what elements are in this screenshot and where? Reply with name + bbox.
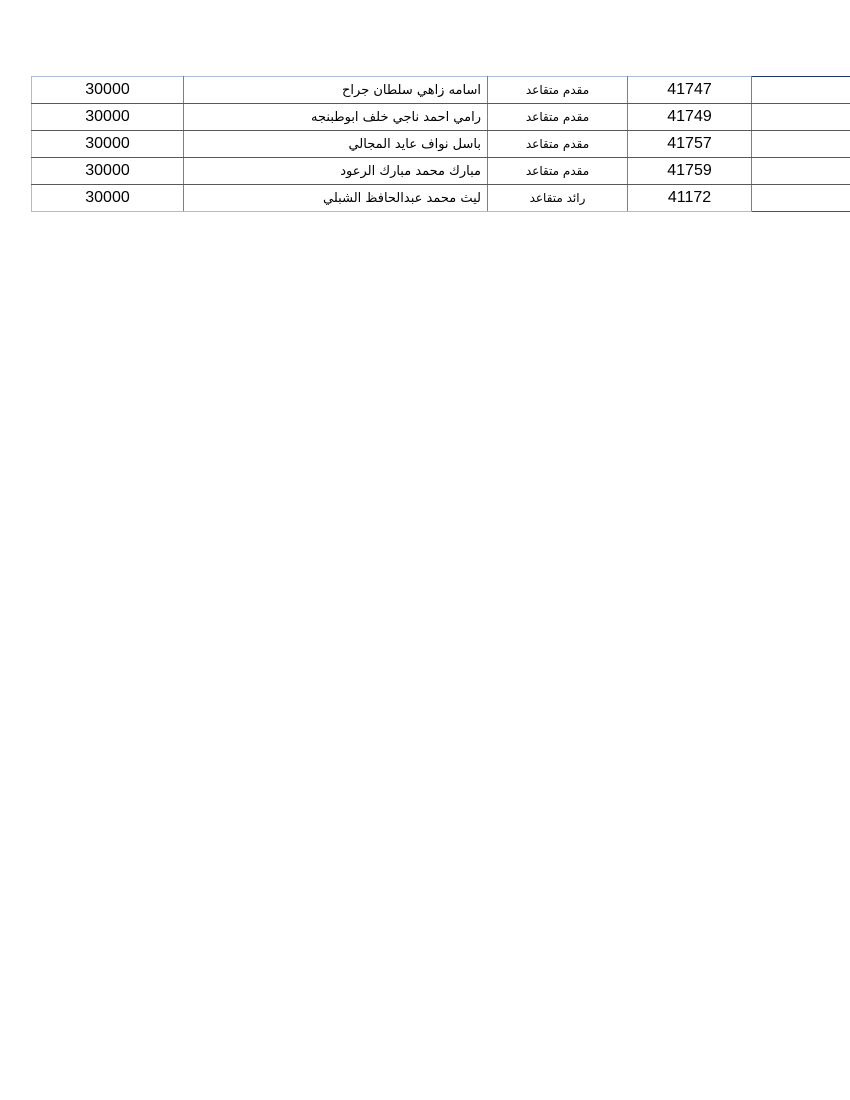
cell-index: 26 [751, 157, 850, 185]
cell-amount: 30000 [31, 157, 184, 185]
cell-name: مبارك محمد مبارك الرعود [183, 157, 488, 185]
table-container: 30000 اسامه زاهي سلطان جراح مقدم متقاعد … [31, 76, 850, 212]
cell-name: باسل نواف عايد المجالي [183, 130, 488, 158]
cell-rank: رائد متقاعد [487, 184, 628, 212]
cell-rank: مقدم متقاعد [487, 130, 628, 158]
cell-index: 24 [751, 103, 850, 131]
cell-index: 23 [751, 76, 850, 104]
cell-rank: مقدم متقاعد [487, 76, 628, 104]
cell-rank: مقدم متقاعد [487, 157, 628, 185]
cell-id: 41172 [627, 184, 752, 212]
cell-id: 41759 [627, 157, 752, 185]
table-row[interactable]: 30000 مبارك محمد مبارك الرعود مقدم متقاع… [31, 157, 850, 185]
cell-id: 41749 [627, 103, 752, 131]
cell-amount: 30000 [31, 76, 184, 104]
cell-amount: 30000 [31, 103, 184, 131]
table-row[interactable]: 30000 اسامه زاهي سلطان جراح مقدم متقاعد … [31, 76, 850, 104]
cell-name: رامي احمد ناجي خلف ابوطبنجه [183, 103, 488, 131]
cell-amount: 30000 [31, 130, 184, 158]
table-body: 30000 اسامه زاهي سلطان جراح مقدم متقاعد … [31, 76, 850, 212]
table-row[interactable]: 30000 رامي احمد ناجي خلف ابوطبنجه مقدم م… [31, 103, 850, 131]
cell-index: 27 [751, 184, 850, 212]
cell-amount: 30000 [31, 184, 184, 212]
cell-id: 41757 [627, 130, 752, 158]
table-row[interactable]: 30000 ليث محمد عبدالحافظ الشبلي رائد متق… [31, 184, 850, 212]
cell-name: اسامه زاهي سلطان جراح [183, 76, 488, 104]
table-row[interactable]: 30000 باسل نواف عايد المجالي مقدم متقاعد… [31, 130, 850, 158]
records-table: 30000 اسامه زاهي سلطان جراح مقدم متقاعد … [31, 76, 850, 212]
cell-rank: مقدم متقاعد [487, 103, 628, 131]
cell-index: 25 [751, 130, 850, 158]
cell-name: ليث محمد عبدالحافظ الشبلي [183, 184, 488, 212]
cell-id: 41747 [627, 76, 752, 104]
